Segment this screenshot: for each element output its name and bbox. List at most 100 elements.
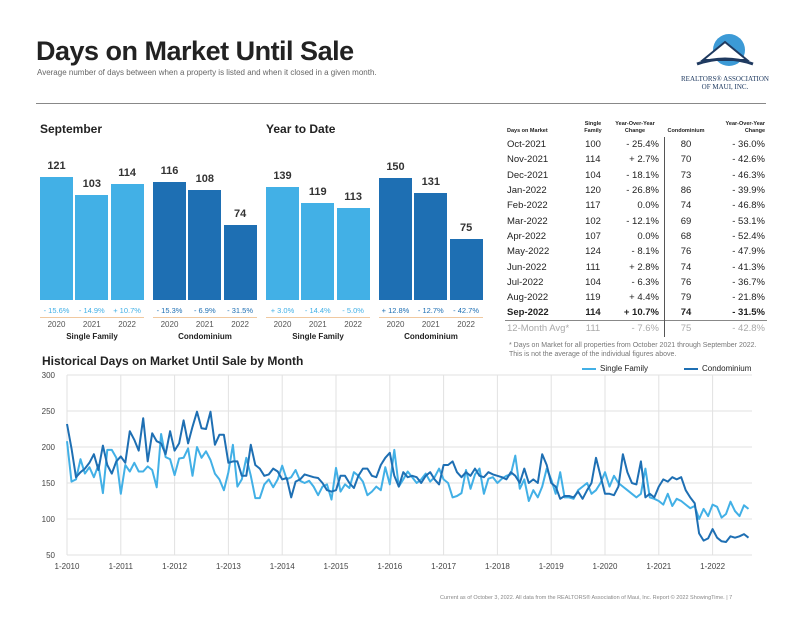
table-cell: 74 [680,261,692,273]
year-label: 2021 [308,320,327,329]
x-tick-label: 1-2015 [324,562,349,571]
bar-value-label: 103 [82,177,101,190]
bar-value-label: 108 [195,172,214,185]
table-cell: 70 [680,154,692,166]
table-cell: Oct-2021 [507,139,547,151]
table-cell: 100 [585,139,601,151]
table-cell: 119 [585,292,601,304]
logo-text-line2: OF MAUI, INC. [701,83,749,91]
table-cell: - 42.6% [732,154,765,166]
year-label: 2021 [421,320,440,329]
table-cell: - 36.7% [732,276,765,288]
change-label: + 3.0% [270,306,295,315]
table-cell: - 7.6% [631,323,659,335]
table-footnote: * Days on Market for all properties from… [509,342,757,358]
bar-september-co-2020 [153,181,186,300]
table-cell: - 46.8% [732,200,765,212]
table-row: Oct-2021 100 - 25.4% 80 - 36.0% [505,137,767,152]
table-row: Mar-2022 102 - 12.1% 69 - 53.1% [505,213,767,228]
ytd-title: Year to Date [266,122,336,136]
x-tick-label: 1-2014 [270,562,295,571]
bar-value-label: 113 [344,190,362,203]
table-cell: 107 [585,230,601,242]
group-label: Single Family [66,332,118,341]
table-cell: - 36.0% [732,139,765,151]
table-cell: Feb-2022 [507,200,548,212]
bar-value-label: 119 [308,186,327,198]
table-cell: 76 [680,246,692,258]
table-cell: May-2022 [507,246,550,258]
change-label: - 31.5% [227,306,254,315]
bar-value-label: 139 [273,169,292,182]
bar-value-label: 131 [421,176,440,189]
table-cell: + 10.7% [609,305,661,322]
x-tick-label: 1-2020 [593,562,618,571]
table-cell: 86 [680,185,692,197]
table-row: Sep-2022 114 + 10.7% 74- 31.5% [505,305,767,322]
logo-house-icon [696,34,754,66]
year-label: 2020 [47,320,66,329]
x-tick-label: 1-2010 [55,562,80,571]
table-cell: - 21.8% [732,292,765,304]
y-tick-label: 150 [42,479,56,488]
x-tick-label: 1-2012 [162,562,187,571]
x-tick-label: 1-2018 [485,562,510,571]
table-row: Jan-2022 120 - 26.8% 86 - 39.9% [505,183,767,198]
table-cell: 124 [585,246,601,258]
table-cell: 0.0% [637,230,659,242]
legend-single-family: Single Family [582,364,648,374]
col-header: Days on Market [507,127,548,134]
table-cell: - 42.8% [732,323,765,335]
change-label: - 15.6% [43,306,70,315]
bar-september-sf-2021 [75,194,109,300]
table-cell: 104 [585,276,601,288]
table-row: Nov-2021 114 + 2.7% 70 - 42.6% [505,152,767,167]
logo-text-line1: REALTORS® ASSOCIATION [681,75,769,83]
change-label: - 42.7% [453,306,480,315]
table-cell: - 46.3% [732,169,765,181]
table-cell: Nov-2021 [507,154,549,166]
table-row: 12-Month Avg* 111 - 7.6% 75 - 42.8% [505,321,767,337]
table-row: Apr-2022 107 0.0% 68 - 52.4% [505,229,767,244]
realtors-association-logo: REALTORS® ASSOCIATION OF MAUI, INC. [680,28,770,98]
bar-ytd-co-2021 [414,193,448,300]
table-cell: Jul-2022 [507,276,544,288]
footer: Current as of October 3, 2022. All data … [440,595,733,601]
table-cell: 12-Month Avg* [507,323,570,335]
col-header: Year-Over-Year Change [615,121,655,134]
change-label: - 14.4% [304,306,331,315]
x-tick-label: 1-2013 [216,562,241,571]
table-cell: - 39.9% [732,185,765,197]
col-header: Single Family [584,121,602,134]
line-chart-title: Historical Days on Market Until Sale by … [42,354,304,368]
change-label: - 6.9% [193,306,216,315]
table-cell: 73 [680,169,692,181]
bar-september-co-2021 [188,189,222,300]
change-label: + 10.7% [113,306,141,315]
legend-label: Condominium [702,364,752,373]
legend-condominium: Condominium [684,364,751,374]
table-cell: 79 [680,292,692,304]
bar-value-label: 121 [47,159,66,172]
change-label: - 12.7% [417,306,444,315]
table-cell: 68 [680,230,692,242]
table-cell: - 53.1% [732,215,765,227]
x-tick-label: 1-2022 [700,562,725,571]
bar-ytd-sf-2020 [266,186,299,300]
divider [36,103,766,104]
table-row: May-2022 124 - 8.1% 76 - 47.9% [505,244,767,259]
table-cell: - 52.4% [732,230,765,242]
table-cell: - 18.1% [626,169,659,181]
group-label: Single Family [292,332,344,341]
bar-ytd-co-2020 [379,177,412,300]
table-cell: Apr-2022 [507,230,547,242]
change-label: + 12.8% [381,306,410,315]
table-cell: - 6.3% [631,276,659,288]
bar-value-label: 150 [386,160,405,173]
bar-september-co-2022 [223,224,257,300]
september-title: September [40,122,103,136]
table-cell: - 8.1% [631,246,659,258]
table-cell: Jun-2022 [507,261,547,273]
table-cell: - 31.5% [711,305,767,322]
separator [40,317,144,318]
